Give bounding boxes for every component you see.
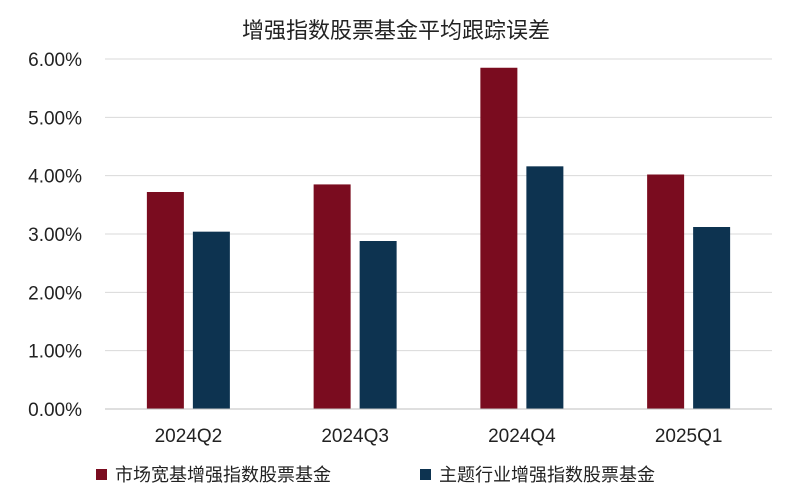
x-category-label: 2025Q1 [655, 426, 723, 447]
bars [146, 67, 731, 409]
bar-2024Q3-series-2 [359, 241, 397, 409]
x-category-label: 2024Q2 [155, 426, 223, 447]
y-axis-tick-labels: 0.00% 1.00% 2.00% 3.00% 4.00% 5.00% 6.00% [28, 50, 82, 421]
bar-2024Q2-series-1 [146, 192, 184, 409]
y-tick-label: 2.00% [28, 283, 82, 304]
bar-2024Q2-series-2 [192, 231, 230, 409]
bar-2024Q4-series-2 [526, 166, 564, 409]
legend-label: 主题行业增强指数股票基金 [439, 465, 655, 486]
y-tick-label: 4.00% [28, 167, 82, 188]
legend-swatch [96, 469, 107, 480]
chart-title: 增强指数股票基金平均跟踪误差 [242, 19, 550, 44]
y-tick-label: 0.00% [28, 400, 82, 421]
y-tick-label: 3.00% [28, 225, 82, 246]
legend: 市场宽基增强指数股票基金 主题行业增强指数股票基金 [96, 465, 655, 486]
y-tick-label: 6.00% [28, 50, 82, 71]
y-tick-label: 1.00% [28, 342, 82, 363]
legend-label: 市场宽基增强指数股票基金 [115, 465, 331, 486]
bar-2024Q3-series-1 [313, 184, 351, 409]
bar-2025Q1-series-2 [693, 227, 731, 409]
x-category-label: 2024Q4 [488, 426, 556, 447]
bar-2024Q4-series-1 [480, 67, 518, 409]
x-category-label: 2024Q3 [321, 426, 389, 447]
y-tick-label: 5.00% [28, 108, 82, 129]
bar-2025Q1-series-1 [647, 174, 685, 409]
x-axis-category-labels: 2024Q2 2024Q3 2024Q4 2025Q1 [155, 426, 723, 447]
legend-swatch [420, 469, 431, 480]
